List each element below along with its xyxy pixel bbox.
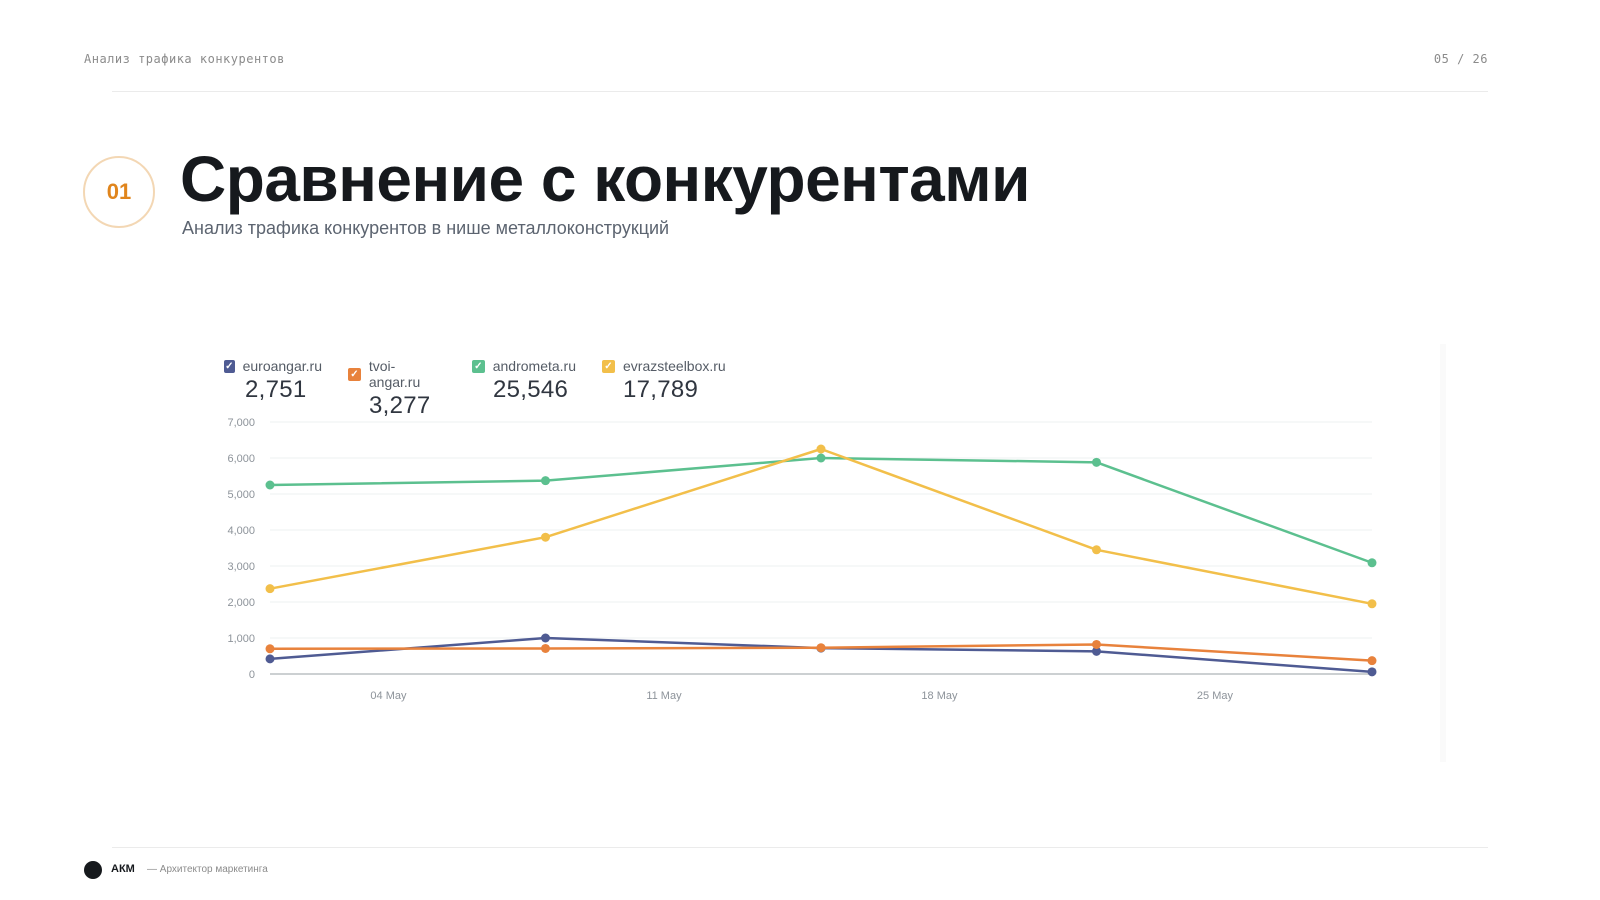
page-counter: 05 / 26 <box>1433 52 1488 66</box>
y-tick-label: 5,000 <box>227 489 255 501</box>
data-point <box>1092 457 1101 467</box>
x-tick-label: 04 May <box>370 690 407 702</box>
data-point <box>1367 667 1377 677</box>
brand-logo-icon <box>84 861 102 879</box>
legend-series-total: 25,546 <box>493 376 569 403</box>
top-divider <box>112 91 1488 92</box>
series-line <box>269 456 1373 564</box>
x-tick-label: 25 May <box>1197 690 1234 702</box>
data-point <box>1367 599 1377 609</box>
data-point <box>265 584 275 594</box>
checkbox-icon[interactable]: ✓ <box>472 359 485 373</box>
checkbox-icon[interactable]: ✓ <box>224 359 235 373</box>
data-point <box>265 480 275 490</box>
chart-legend: ✓ euroangar.ru 2,751 ✓ tvoi-angar.ru 3,2… <box>224 358 768 420</box>
y-tick-label: 0 <box>249 669 255 681</box>
y-tick-label: 6,000 <box>227 453 255 465</box>
checkbox-icon[interactable]: ✓ <box>602 359 615 373</box>
data-point <box>541 643 550 653</box>
y-tick-label: 4,000 <box>227 525 255 537</box>
section-number-badge: 01 <box>83 156 155 228</box>
x-tick-label: 11 May <box>646 690 682 702</box>
legend-series-total: 17,789 <box>623 376 699 403</box>
data-point <box>265 654 275 664</box>
data-point <box>1367 656 1377 666</box>
data-point <box>816 643 826 653</box>
y-tick-label: 7,000 <box>227 417 255 429</box>
legend-series-name: evrazsteelbox.ru <box>623 358 726 374</box>
bottom-divider <box>112 847 1488 848</box>
data-point <box>816 453 826 463</box>
section-label: Анализ трафика конкурентов <box>84 52 285 66</box>
data-point <box>265 644 275 654</box>
footer-brand: АКМ <box>111 863 135 875</box>
y-tick-label: 1,000 <box>227 633 255 645</box>
data-point <box>1092 646 1101 656</box>
footer-tagline: — Архитектор маркетинга <box>147 864 268 875</box>
legend-series-total: 3,277 <box>369 392 431 419</box>
y-tick-label: 3,000 <box>227 561 255 573</box>
legend-item-evrazsteelbox[interactable]: ✓ evrazsteelbox.ru 17,789 <box>602 358 742 420</box>
data-point <box>1092 639 1101 649</box>
data-point <box>1092 545 1101 555</box>
line-chart-canvas: 0 1,000 2,000 3,000 4,000 5,000 6,000 7,000 04 M… <box>227 417 1377 702</box>
legend-item-andrometa[interactable]: ✓ andrometa.ru 25,546 <box>472 358 576 420</box>
data-point <box>541 476 550 486</box>
x-tick-label: 18 May <box>921 690 958 702</box>
checkbox-icon[interactable]: ✓ <box>348 367 361 381</box>
page-title: Сравнение с конкурентами <box>180 143 1030 215</box>
data-point <box>541 633 550 643</box>
traffic-chart: 0 1,000 2,000 3,000 4,000 5,000 6,000 7,000 04 M… <box>200 344 1446 762</box>
series-line <box>269 636 1373 674</box>
data-point <box>816 444 826 454</box>
series-line <box>269 447 1373 606</box>
legend-series-name: tvoi-angar.ru <box>368 358 421 390</box>
legend-series-name: euroangar.ru <box>242 358 322 374</box>
data-point <box>541 532 550 542</box>
legend-item-euroangar[interactable]: ✓ euroangar.ru 2,751 <box>224 358 322 420</box>
y-tick-label: 2,000 <box>227 597 255 609</box>
legend-series-name: andrometa.ru <box>492 358 576 374</box>
legend-series-total: 2,751 <box>245 376 307 403</box>
data-point <box>1367 558 1377 568</box>
legend-item-tvoi-angar[interactable]: ✓ tvoi-angar.ru 3,277 <box>348 358 446 420</box>
page-subtitle: Анализ трафика конкурентов в нише металл… <box>182 218 670 238</box>
